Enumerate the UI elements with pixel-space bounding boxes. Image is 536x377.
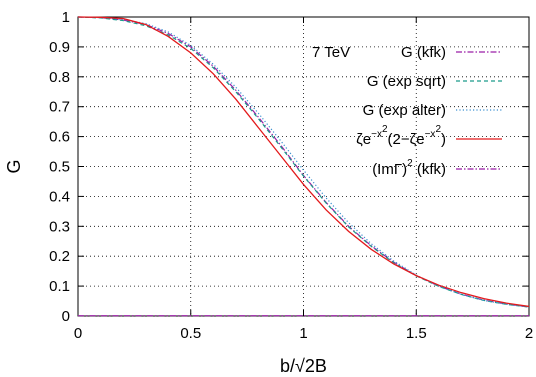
x-tick-label: 0	[74, 325, 82, 342]
series-lines	[77, 16, 530, 317]
series-line-2	[77, 16, 530, 308]
y-axis-label: G	[4, 159, 24, 173]
series-line-3	[77, 16, 530, 308]
legend: 7 TeV G (kfk) G (exp sqrt) G (exp alter) ζe−…	[312, 44, 502, 178]
y-tick-label: 0.6	[49, 129, 70, 146]
series-line-1	[77, 16, 530, 308]
x-tick-label: 1.5	[406, 325, 427, 342]
tick-labels: 0 0.5 1 1.5 2 0 0.1 0.2 0.3 0.4 0.5 0.6 0.7 0.8 0.9 1	[49, 9, 533, 342]
y-tick-label: 0.8	[49, 69, 70, 86]
x-axis-label: b/√2B	[280, 356, 327, 376]
y-tick-label: 0.2	[49, 248, 70, 265]
legend-label: G (exp sqrt)	[367, 73, 446, 90]
legend-label: G (exp alter)	[363, 102, 446, 119]
y-tick-label: 0.3	[49, 218, 70, 235]
y-tick-label: 0.9	[49, 39, 70, 56]
legend-label: (ImΓ)2 (kfk)	[372, 158, 446, 178]
y-tick-label: 0.7	[49, 99, 70, 116]
legend-label: G (kfk)	[401, 44, 446, 61]
legend-label: ζe−x2(2−ζe−x2)	[356, 124, 446, 148]
y-tick-label: 0	[62, 308, 70, 325]
x-tick-label: 1	[299, 325, 307, 342]
y-tick-label: 0.1	[49, 278, 70, 295]
y-tick-label: 1	[62, 9, 70, 26]
series-line-4	[77, 16, 530, 308]
x-tick-label: 2	[525, 325, 533, 342]
x-tick-label: 0.5	[180, 325, 201, 342]
grid	[78, 17, 529, 316]
y-tick-label: 0.4	[49, 188, 70, 205]
legend-header: 7 TeV	[312, 44, 350, 61]
y-tick-label: 0.5	[49, 159, 70, 176]
